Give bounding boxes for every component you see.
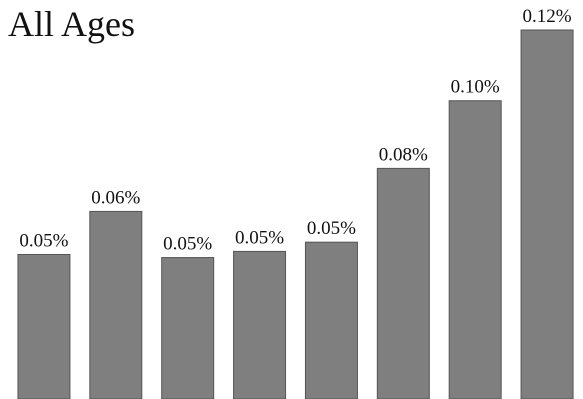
value-label: 0.05% xyxy=(307,218,356,239)
value-label: 0.08% xyxy=(379,144,428,165)
value-label: 0.06% xyxy=(91,187,140,208)
bar xyxy=(233,250,287,399)
value-label: 0.05% xyxy=(235,227,284,248)
bar xyxy=(520,29,574,399)
bar xyxy=(89,210,143,399)
bar xyxy=(161,257,215,399)
chart-title: All Ages xyxy=(8,4,135,44)
value-label: 0.12% xyxy=(523,6,572,27)
value-label: 0.10% xyxy=(451,77,500,98)
value-label: 0.05% xyxy=(163,234,212,255)
value-label: 0.05% xyxy=(19,230,68,251)
bar xyxy=(304,241,358,399)
bar xyxy=(376,167,430,399)
bar xyxy=(17,253,71,399)
bar xyxy=(448,100,502,399)
